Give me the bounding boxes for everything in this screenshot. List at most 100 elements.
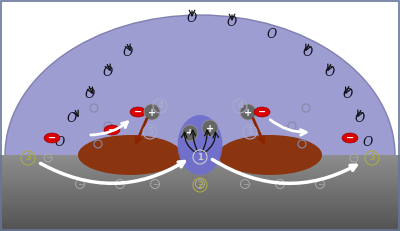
Bar — [0, 163, 400, 164]
Bar — [0, 208, 400, 210]
Bar — [0, 197, 400, 199]
Text: −: − — [134, 107, 142, 117]
Bar — [0, 164, 400, 166]
Text: −: − — [351, 155, 357, 161]
Bar — [0, 214, 400, 216]
Bar — [0, 176, 400, 178]
Bar — [0, 172, 400, 174]
Bar — [0, 218, 400, 220]
Bar — [0, 193, 400, 195]
Ellipse shape — [78, 135, 182, 175]
Bar — [0, 210, 400, 212]
Bar — [0, 195, 400, 197]
Text: −: − — [152, 180, 158, 189]
Bar — [0, 185, 400, 187]
Bar — [0, 214, 400, 216]
Bar — [0, 191, 400, 193]
Bar — [0, 168, 400, 170]
Bar — [0, 203, 400, 204]
Bar — [0, 204, 400, 206]
Bar — [0, 210, 400, 212]
Bar — [0, 168, 400, 170]
Bar — [0, 163, 400, 164]
Bar — [0, 172, 400, 174]
Text: 5: 5 — [247, 128, 253, 137]
Text: 5: 5 — [147, 128, 153, 137]
Bar — [0, 220, 400, 222]
Bar — [0, 174, 400, 176]
Bar — [0, 183, 400, 185]
Ellipse shape — [44, 133, 60, 143]
Bar — [0, 189, 400, 191]
Text: +: + — [186, 128, 194, 139]
Bar — [0, 216, 400, 218]
Ellipse shape — [104, 125, 120, 135]
Bar — [0, 170, 400, 172]
Bar — [0, 223, 400, 225]
Text: −: − — [77, 180, 83, 189]
Ellipse shape — [178, 115, 222, 175]
Text: O: O — [303, 46, 313, 58]
Bar — [0, 229, 400, 231]
Bar — [0, 176, 400, 178]
Bar — [0, 155, 400, 157]
Bar — [0, 159, 400, 161]
Text: O: O — [363, 136, 373, 149]
Bar — [0, 227, 400, 229]
Ellipse shape — [5, 15, 395, 231]
Bar — [0, 222, 400, 223]
Text: −: − — [117, 180, 123, 189]
Text: O: O — [355, 112, 365, 125]
Text: −: − — [45, 155, 51, 161]
Bar — [0, 182, 400, 183]
Text: O: O — [67, 112, 77, 125]
Ellipse shape — [182, 149, 218, 167]
Bar — [0, 174, 400, 176]
Bar — [0, 191, 400, 193]
Bar — [0, 178, 400, 180]
Text: O: O — [227, 15, 237, 28]
Bar — [0, 227, 400, 229]
Ellipse shape — [218, 135, 322, 175]
Bar — [0, 185, 400, 187]
Ellipse shape — [130, 107, 146, 117]
Bar — [0, 159, 400, 161]
Text: O: O — [267, 27, 277, 40]
Bar — [0, 183, 400, 185]
Bar — [0, 161, 400, 163]
Text: O: O — [85, 88, 95, 101]
Circle shape — [202, 120, 218, 136]
Text: O: O — [103, 66, 113, 79]
Text: 3: 3 — [25, 154, 31, 162]
Bar — [0, 216, 400, 218]
Text: +: + — [206, 124, 214, 134]
Bar — [0, 193, 400, 195]
Text: −: − — [346, 133, 354, 143]
Bar — [0, 180, 400, 182]
Bar — [0, 206, 400, 208]
Bar — [0, 203, 400, 204]
Bar — [0, 201, 400, 203]
Bar — [0, 157, 400, 159]
Bar — [0, 201, 400, 203]
Bar — [0, 170, 400, 172]
Bar — [0, 166, 400, 168]
Bar — [0, 178, 400, 180]
Bar — [0, 229, 400, 231]
Text: O: O — [325, 66, 335, 79]
Bar — [0, 206, 400, 208]
Ellipse shape — [342, 133, 358, 143]
Text: −: − — [277, 180, 283, 189]
Bar — [0, 182, 400, 183]
Circle shape — [240, 104, 256, 120]
Bar — [0, 166, 400, 168]
Circle shape — [144, 104, 160, 120]
Bar — [0, 155, 400, 157]
Bar — [0, 161, 400, 163]
Text: 4: 4 — [157, 101, 163, 110]
Bar — [0, 164, 400, 166]
Text: +: + — [244, 107, 252, 118]
Bar — [0, 197, 400, 199]
Circle shape — [182, 125, 198, 141]
Bar — [0, 195, 400, 197]
